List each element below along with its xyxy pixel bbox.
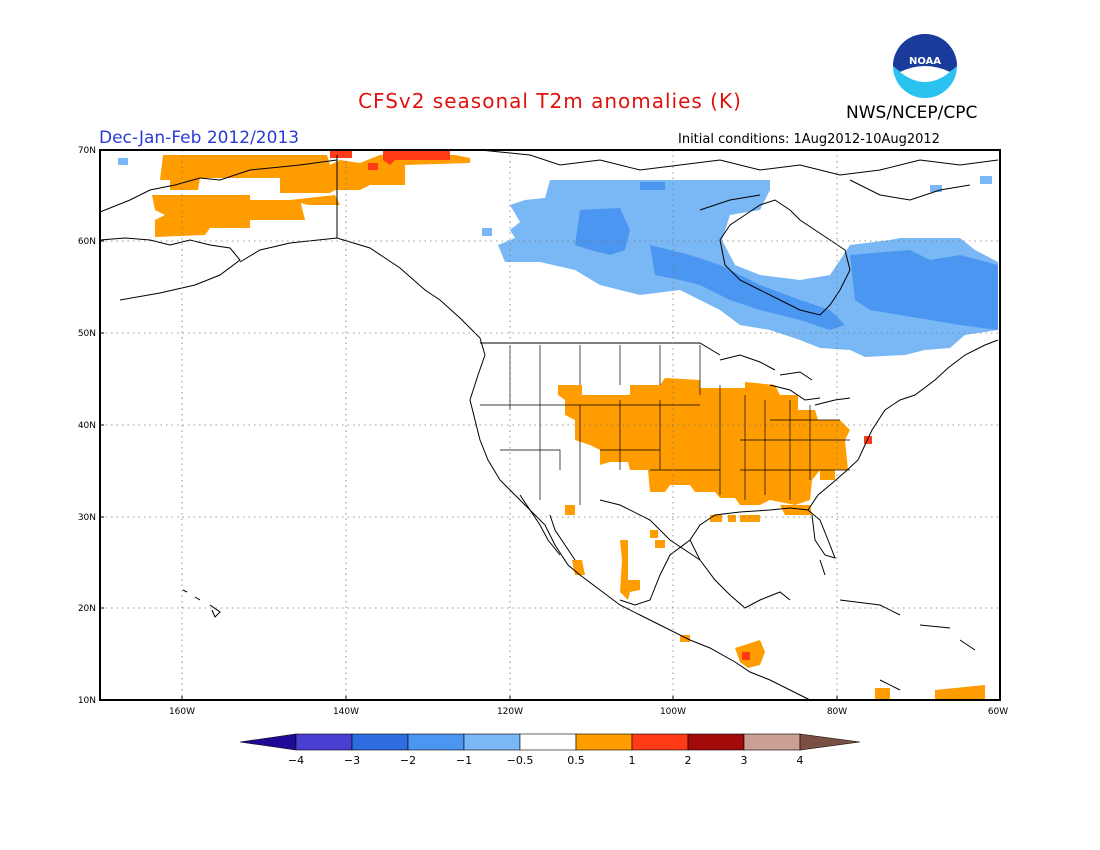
- colorbar-label: −0.5: [507, 754, 534, 767]
- coastlines: [99, 149, 999, 701]
- hawaii: [182, 589, 221, 618]
- lat-label: 50N: [78, 329, 96, 339]
- canada-cool-region-medium: [575, 182, 998, 330]
- noaa-logo: NOAA: [893, 34, 957, 98]
- colorbar-cell: [351, 733, 409, 751]
- map-title: CFSv2 seasonal T2m anomalies (K): [358, 89, 742, 113]
- colorbar-labels: −4 −3 −2 −1 −0.5 0.5 1 2 3 4: [288, 754, 804, 767]
- colorbar-cell: [463, 733, 521, 751]
- noaa-logo-text: NOAA: [909, 56, 941, 67]
- season-label: Dec-Jan-Feb 2012/2013: [99, 128, 300, 148]
- east-coast: [807, 339, 999, 511]
- alaska-warm-region: [152, 155, 470, 237]
- colorbar-cell: [743, 733, 801, 751]
- alaska-hot-spot: [330, 150, 450, 170]
- southeast-warm-spot: [820, 470, 835, 480]
- agency-label: NWS/NCEP/CPC: [846, 103, 978, 123]
- colorbar-label: −3: [344, 754, 360, 767]
- colorbar-cell: [631, 733, 689, 751]
- colorbar-label: 3: [741, 754, 748, 767]
- lat-label: 70N: [78, 146, 96, 156]
- us-border: [480, 342, 721, 561]
- central-us-warm-region: [558, 378, 850, 505]
- lon-label: 160W: [169, 707, 195, 717]
- colorbar-cell: [295, 733, 353, 751]
- alaska-coast: [99, 159, 481, 339]
- lon-label: 140W: [333, 707, 359, 717]
- arctic-islands: [479, 149, 999, 211]
- colorbar-cell: [687, 733, 745, 751]
- great-lakes: [719, 354, 851, 406]
- virginia-hot-spot: [864, 436, 872, 444]
- colorbar-cell: [239, 733, 297, 751]
- lat-label: 30N: [78, 513, 96, 523]
- gulf-coast: [619, 507, 836, 609]
- baja-coast: [519, 494, 576, 561]
- colorbar-label: −4: [288, 754, 304, 767]
- longitude-labels: 160W 140W 120W 100W 80W 60W: [169, 707, 1008, 717]
- lon-label: 120W: [497, 707, 523, 717]
- caribbean-islands: [819, 559, 976, 691]
- west-coast: [469, 337, 811, 701]
- colorbar-cell: [575, 733, 633, 751]
- latitude-labels: 70N 60N 50N 40N 30N 20N 10N: [78, 146, 96, 706]
- colorbar-cell: [799, 733, 861, 751]
- state-borders: [480, 345, 850, 505]
- colorbar-cell: [407, 733, 465, 751]
- lon-label: 60W: [988, 707, 1008, 717]
- gridlines: [100, 150, 1000, 700]
- lon-label: 100W: [660, 707, 686, 717]
- lat-label: 40N: [78, 421, 96, 431]
- colorbar-label: 1: [629, 754, 636, 767]
- lon-label: 80W: [827, 707, 847, 717]
- lat-label: 10N: [78, 696, 96, 706]
- colorbar-cell: [519, 733, 577, 751]
- central-america-hot-spot: [742, 652, 750, 660]
- colorbar-label: 4: [797, 754, 804, 767]
- cool-anomaly-regions: [118, 158, 998, 357]
- colorbar-label: −1: [456, 754, 472, 767]
- lat-label: 20N: [78, 604, 96, 614]
- colorbar: [239, 733, 861, 751]
- mexico-warm-region: [572, 530, 665, 600]
- warm-anomaly-regions: [152, 150, 985, 700]
- caribbean-warm-region: [875, 685, 985, 700]
- gulf-coast-warm-spots: [565, 505, 812, 522]
- colorbar-label: 2: [685, 754, 692, 767]
- colorbar-label: −2: [400, 754, 416, 767]
- initial-conditions-label: Initial conditions: 1Aug2012-10Aug2012: [678, 132, 940, 147]
- hudson-bay: [719, 199, 851, 316]
- colorbar-label: 0.5: [567, 754, 585, 767]
- lat-label: 60N: [78, 237, 96, 247]
- axis-ticks: [100, 149, 838, 700]
